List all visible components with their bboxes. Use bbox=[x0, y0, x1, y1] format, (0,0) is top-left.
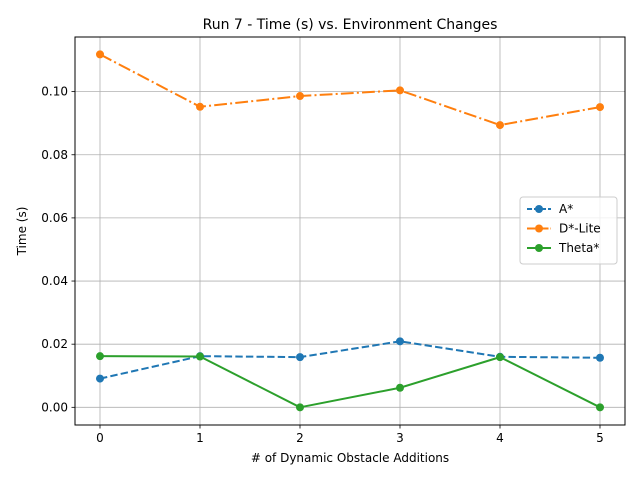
y-tick-label: 0.04 bbox=[41, 274, 68, 288]
legend-marker-a bbox=[535, 205, 543, 213]
legend-label-theta: Theta* bbox=[558, 241, 599, 255]
data-point-d-lite bbox=[96, 50, 104, 59]
series-line-a bbox=[99, 340, 601, 380]
chart-title: Run 7 - Time (s) vs. Environment Changes bbox=[203, 17, 498, 33]
data-point-d-lite bbox=[296, 92, 304, 101]
y-axis-ticks: 0.00 0.02 0.04 0.06 0.08 0.10 bbox=[41, 85, 75, 414]
data-point-theta bbox=[96, 352, 104, 361]
legend-label-d-lite: D*-Lite bbox=[559, 222, 601, 236]
y-tick-label: 0.02 bbox=[41, 337, 68, 351]
y-axis-label: Time (s) bbox=[15, 207, 29, 257]
plot-frame bbox=[74, 36, 626, 426]
x-tick-label: 5 bbox=[596, 431, 604, 445]
series-line-theta bbox=[99, 355, 601, 409]
x-tick-label: 0 bbox=[96, 431, 104, 445]
data-point-a bbox=[396, 337, 404, 346]
data-point-a bbox=[296, 353, 304, 362]
x-tick-label: 4 bbox=[496, 431, 504, 445]
legend: A* D*-Lite Theta* bbox=[519, 196, 618, 265]
legend-marker-d-lite bbox=[535, 224, 543, 233]
data-point-d-lite bbox=[396, 86, 404, 95]
data-point-a bbox=[96, 374, 104, 383]
y-tick-label: 0.08 bbox=[41, 148, 68, 162]
data-point-theta bbox=[396, 383, 404, 392]
x-tick-label: 2 bbox=[296, 431, 304, 445]
series-layer bbox=[96, 50, 604, 412]
x-tick-label: 3 bbox=[396, 431, 404, 445]
series-d-lite bbox=[96, 50, 604, 130]
series-theta bbox=[96, 352, 604, 412]
x-axis-label: # of Dynamic Obstacle Additions bbox=[251, 451, 449, 465]
legend-label-a: A* bbox=[559, 202, 573, 216]
data-point-a bbox=[596, 353, 604, 362]
data-point-theta bbox=[196, 352, 204, 361]
y-tick-label: 0.10 bbox=[41, 85, 68, 99]
data-point-theta bbox=[596, 403, 604, 412]
y-tick-label: 0.06 bbox=[41, 211, 68, 225]
series-line-d-lite bbox=[99, 53, 601, 127]
data-point-d-lite bbox=[196, 102, 204, 111]
x-axis-ticks: 0 1 2 3 4 5 bbox=[96, 425, 604, 445]
data-point-theta bbox=[296, 403, 304, 412]
data-point-d-lite bbox=[596, 103, 604, 112]
y-tick-label: 0.00 bbox=[41, 400, 68, 414]
data-point-theta bbox=[496, 353, 504, 362]
data-point-d-lite bbox=[496, 121, 504, 130]
x-tick-label: 1 bbox=[196, 431, 204, 445]
legend-marker-theta bbox=[535, 244, 543, 252]
